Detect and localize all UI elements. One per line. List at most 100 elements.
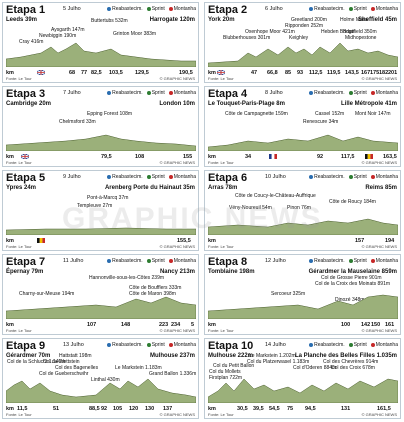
start-city: York 20m — [208, 17, 235, 23]
climb-label: Col de Grosse Pierre 901m — [321, 275, 382, 281]
climb-label: Firstplan 722m — [209, 375, 243, 381]
end-city: Sheffield 45m — [357, 17, 397, 23]
legend-refuel: Reabastecim. — [112, 90, 143, 96]
km-marker: 82,5 — [91, 70, 102, 76]
elevation-profile — [208, 42, 398, 67]
km-marker: 51 — [53, 406, 60, 412]
climb-label: Bradfield 350m — [343, 29, 377, 35]
start-city: Mulhouse 222m — [208, 353, 254, 359]
climb-label: Aysgarth 147m — [51, 27, 85, 33]
stage-title: Etapa 7 — [6, 256, 46, 268]
stage-title: Etapa 6 — [208, 172, 248, 184]
km-marker: 142 — [361, 322, 371, 328]
stage-panel: Etapa 5 9 Julho Reabastecim. Sprint Mont… — [2, 170, 199, 251]
km-label: km — [6, 238, 14, 244]
belgium-flag-icon — [365, 154, 373, 159]
legend-climb: Montanha — [173, 258, 196, 264]
km-label: km — [6, 70, 14, 76]
km-marker: 234 — [171, 322, 181, 328]
climb-icon — [168, 6, 173, 11]
climb-label: Côte de Campagnette 159m — [225, 111, 288, 117]
sprint-icon — [146, 174, 151, 179]
refuel-icon — [107, 6, 112, 11]
km-marker: 155 — [183, 154, 193, 160]
legend-climb: Montanha — [173, 6, 196, 12]
km-label: km — [208, 154, 216, 160]
climb-label: Hebden Bridge — [321, 29, 355, 35]
refuel-icon — [107, 90, 112, 95]
refuel-icon — [309, 258, 314, 263]
stage-date: 12 Julho — [265, 258, 286, 264]
climb-label: Vény-Noureuil 54m — [229, 205, 272, 211]
legend-sprint: Sprint — [151, 342, 165, 348]
km-marker: 77 — [81, 70, 88, 76]
credit: © GRAPHIC NEWS — [361, 412, 397, 417]
climb-label: Côte de Roucy 184m — [329, 199, 376, 205]
elevation-profile — [208, 134, 398, 151]
legend: Reabastecim. Sprint Montanha — [309, 174, 398, 180]
km-marker: 85 — [285, 70, 292, 76]
km-marker: 143,5 — [345, 70, 359, 76]
legend-climb: Montanha — [173, 174, 196, 180]
climb-label: Col du Wettstein — [43, 359, 80, 365]
km-marker: 66,8 — [267, 70, 278, 76]
legend-sprint: Sprint — [151, 6, 165, 12]
sprint-icon — [348, 342, 353, 347]
elevation-profile — [208, 378, 398, 403]
legend-climb: Montanha — [173, 90, 196, 96]
climb-label: Epping Forest 108m — [87, 111, 133, 117]
climb-label: Col de la Schlucht 1.140m — [7, 359, 66, 365]
sprint-icon — [348, 90, 353, 95]
legend-sprint: Sprint — [353, 90, 367, 96]
km-label: km — [208, 70, 216, 76]
credit: © GRAPHIC NEWS — [361, 76, 397, 81]
credit: © GRAPHIC NEWS — [159, 328, 195, 333]
climb-label: Oxenhope Moor 421m — [245, 29, 295, 35]
climb-icon — [370, 258, 375, 263]
climb-label: Grinton Moor 383m — [113, 31, 157, 37]
legend-refuel: Reabastecim. — [112, 258, 143, 264]
stage-title: Etapa 10 — [208, 340, 254, 352]
climb-label: Ripponden 252m — [285, 23, 324, 29]
france-flag-icon — [269, 154, 277, 159]
credit: © GRAPHIC NEWS — [159, 412, 195, 417]
stage-date: 10 Julho — [265, 174, 286, 180]
climb-label: Greetland 200m — [291, 17, 327, 23]
refuel-icon — [107, 258, 112, 263]
climb-label: Midhopestone — [345, 35, 377, 41]
km-marker: 94,5 — [305, 406, 316, 412]
end-city: Reims 85m — [365, 185, 397, 191]
climb-icon — [168, 258, 173, 263]
stage-title: Etapa 5 — [6, 172, 46, 184]
climb-icon — [168, 174, 173, 179]
legend-climb: Montanha — [375, 174, 398, 180]
start-city: Leeds 39m — [6, 17, 38, 23]
km-marker: 93 — [297, 70, 304, 76]
km-marker: 108 — [135, 154, 145, 160]
km-marker: 117,5 — [341, 154, 355, 160]
sprint-icon — [146, 342, 151, 347]
km-marker: 39,5 — [253, 406, 264, 412]
source: Fonte: Le Tour — [208, 412, 234, 417]
km-marker: 92 — [101, 406, 108, 412]
stage-title: Etapa 4 — [208, 88, 248, 100]
stage-date: 13 Julho — [63, 342, 84, 348]
stage-panel: Etapa 3 7 Julho Reabastecim. Sprint Mont… — [2, 86, 199, 167]
legend-climb: Montanha — [375, 342, 398, 348]
refuel-icon — [309, 174, 314, 179]
km-marker: 163,5 — [383, 154, 397, 160]
legend-refuel: Reabastecim. — [314, 258, 345, 264]
stage-title: Etapa 1 — [6, 4, 46, 16]
legend-climb: Montanha — [375, 6, 398, 12]
climb-label: Côte de Boufflers 333m — [129, 285, 182, 291]
sprint-icon — [348, 258, 353, 263]
climb-icon — [370, 342, 375, 347]
belgium-flag-icon — [37, 238, 45, 243]
km-label: km — [208, 322, 216, 328]
legend-refuel: Reabastecim. — [314, 342, 345, 348]
sprint-icon — [348, 6, 353, 11]
start-city: Le Touquet-Paris-Plage 8m — [208, 101, 285, 107]
legend-sprint: Sprint — [151, 258, 165, 264]
refuel-icon — [309, 90, 314, 95]
legend-sprint: Sprint — [151, 174, 165, 180]
